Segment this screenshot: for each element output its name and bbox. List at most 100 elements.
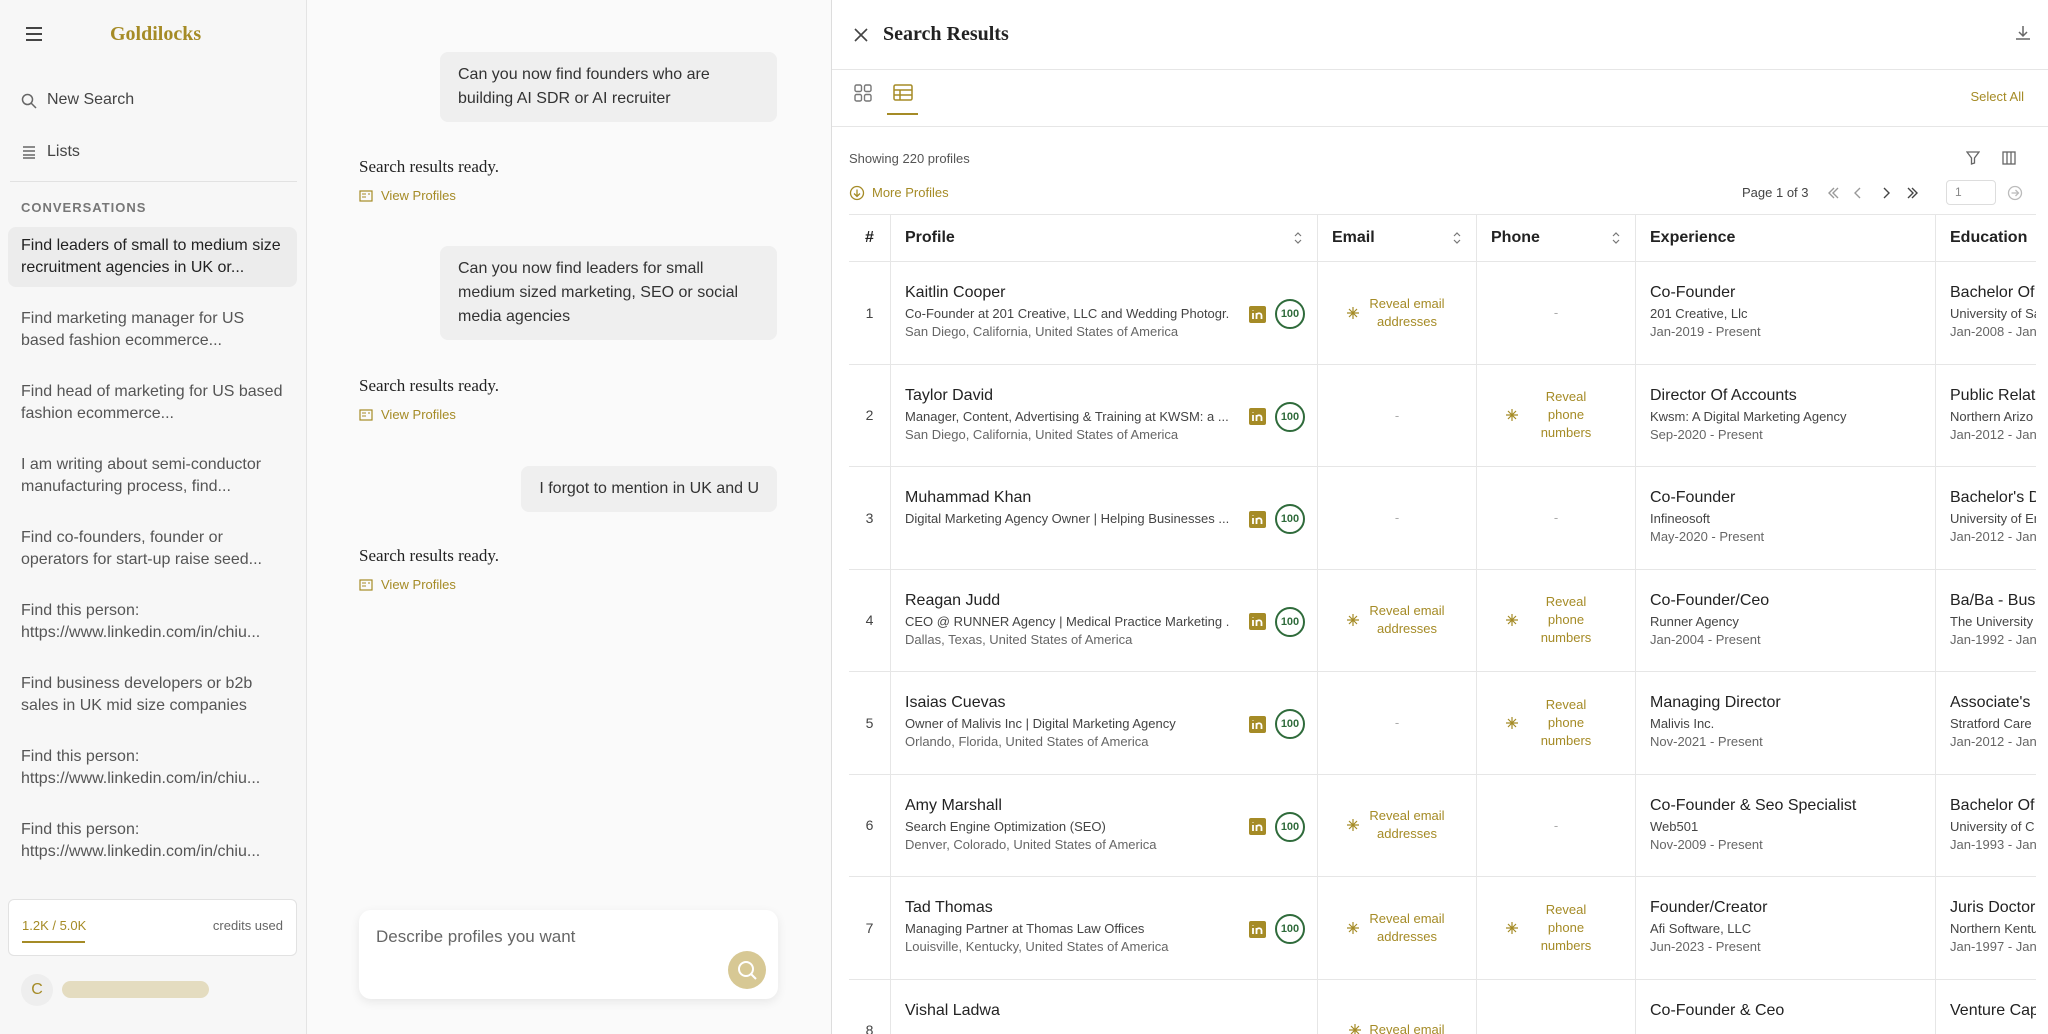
linkedin-icon-svg — [1249, 818, 1266, 835]
conversation-item[interactable]: I am writing about semi-conductor manufa… — [21, 456, 262, 495]
view-profiles-text[interactable]: View Profiles — [381, 188, 456, 203]
select-all[interactable]: Select All — [1970, 89, 2024, 104]
profile-name[interactable]: Vishal Ladwa — [905, 1001, 1000, 1019]
profile-name[interactable]: Isaias Cuevas — [905, 694, 1006, 711]
reveal-button[interactable]: Reveal email addresses — [1318, 775, 1476, 877]
column-title: Profile — [905, 229, 955, 246]
profile-headline: Digital Marketing Agency Owner | Helping… — [905, 511, 1230, 526]
reveal-text[interactable]: Reveal email addresses — [1369, 295, 1445, 329]
chat-input[interactable]: Describe profiles you want — [359, 910, 778, 999]
grid-view-tab[interactable] — [854, 84, 872, 102]
profile-location: Louisville, Kentucky, United States of A… — [905, 939, 1169, 954]
divider — [832, 69, 2048, 70]
view-profiles-link[interactable]: View Profiles — [359, 407, 456, 422]
sparkle-icon — [1347, 819, 1359, 832]
reveal-button[interactable]: Reveal email addresses — [1318, 262, 1476, 364]
go-button[interactable] — [2007, 185, 2023, 201]
profile-name[interactable]: Muhammad Khan — [905, 489, 1032, 506]
linkedin-icon — [1249, 715, 1266, 733]
view-profiles-link[interactable]: View Profiles — [359, 577, 456, 592]
columns-button[interactable] — [2002, 151, 2016, 165]
profile-cell: Tad Thomas Managing Partner at Thomas Law… — [891, 877, 1318, 979]
results-table: # Profile Email Phone Experience Education 1 Ka… — [849, 214, 2036, 1034]
reveal-text[interactable]: Reveal email — [1369, 1022, 1445, 1034]
reveal-text[interactable]: Reveal phone numbers — [1540, 389, 1592, 441]
linkedin-icon — [1249, 510, 1266, 528]
column-header[interactable]: Profile — [891, 215, 1318, 261]
view-icon-svg — [359, 408, 373, 421]
nav-new-search[interactable]: New Search — [47, 91, 135, 108]
reveal-text[interactable]: Reveal phone numbers — [1540, 594, 1592, 646]
row-number-cell: 5 — [849, 672, 891, 774]
reveal-button[interactable]: Reveal phone numbers — [1477, 365, 1635, 467]
view-profiles-link[interactable]: View Profiles — [359, 188, 456, 203]
reveal-text[interactable]: Reveal email addresses — [1369, 910, 1445, 944]
page-input[interactable]: 1 — [1946, 180, 1996, 205]
view-profiles-text[interactable]: View Profiles — [381, 577, 456, 592]
row-number-cell: 8 — [849, 979, 891, 1034]
table-view-tab[interactable] — [893, 84, 913, 101]
conversation-item[interactable]: Find leaders of small to medium size rec… — [8, 227, 297, 287]
more-profiles[interactable]: More Profiles — [872, 185, 949, 200]
education-school: University of Sa — [1950, 306, 2036, 321]
reveal-button[interactable]: Reveal email addresses — [1318, 570, 1476, 672]
reveal-text[interactable]: Reveal email addresses — [1369, 603, 1445, 637]
nav-lists[interactable]: Lists — [47, 143, 80, 160]
profile-name[interactable]: Taylor David — [905, 386, 994, 404]
table-row: 4 Reagan Judd CEO @ RUNNER Agency | Medica… — [849, 569, 2036, 672]
conversation-item[interactable]: Find this person: https://www.linkedin.c… — [21, 748, 261, 787]
table-row: 2 Taylor David Manager, Content, Advertisi… — [849, 364, 2036, 467]
education-degree: Venture Cap — [1950, 1001, 2036, 1019]
column-header[interactable]: Email — [1318, 215, 1477, 261]
user-message: Can you now find founders who are buildi… — [440, 52, 777, 122]
conversation-item[interactable]: Find this person: https://www.linkedin.c… — [21, 602, 261, 641]
column-title: Education — [1950, 229, 2028, 246]
reveal-text[interactable]: Reveal email addresses — [1369, 808, 1445, 842]
table-row: 6 Amy Marshall Search Engine Optimization … — [849, 774, 2036, 877]
profile-name[interactable]: Amy Marshall — [905, 796, 1002, 814]
chat-panel: Can you now find founders who are buildi… — [307, 0, 832, 1034]
reveal-button[interactable]: Reveal email addresses — [1318, 877, 1476, 979]
filter-button[interactable] — [1966, 151, 1980, 165]
conversation-item[interactable]: Find marketing manager for US based fash… — [21, 310, 245, 349]
avatar[interactable]: C — [21, 974, 53, 1006]
reveal-text[interactable]: Reveal phone numbers — [1540, 696, 1592, 748]
search-icon — [21, 93, 37, 109]
email-cell: Reveal email addresses — [1318, 262, 1477, 364]
profile-name[interactable]: Reagan Judd — [905, 591, 1001, 609]
profile-name[interactable]: Tad Thomas — [905, 899, 993, 916]
profile-badges: 100 — [1249, 606, 1305, 637]
sort-icon-svg — [1294, 232, 1302, 244]
reveal-button[interactable]: Reveal phone numbers — [1477, 570, 1635, 672]
row-number-cell: 3 — [849, 467, 891, 569]
pagination-arrows[interactable] — [1826, 186, 1926, 200]
assistant-message: Search results ready. — [359, 376, 500, 395]
send-button[interactable] — [728, 951, 766, 989]
profile-cell: Isaias Cuevas Owner of Malivis Inc | Digi… — [891, 672, 1318, 774]
column-header[interactable]: Phone — [1477, 215, 1636, 261]
profile-name[interactable]: Kaitlin Cooper — [905, 284, 1006, 301]
conversation-item[interactable]: Find head of marketing for US based fash… — [21, 383, 283, 422]
view-icon-svg — [359, 578, 373, 591]
close-button[interactable] — [854, 28, 868, 42]
column-title: Email — [1332, 229, 1375, 246]
row-number: 2 — [865, 407, 874, 424]
experience-dates: Sep-2020 - Present — [1650, 426, 1763, 442]
sparkle-icon-svg — [1347, 306, 1359, 319]
profile-cell: Muhammad Khan Digital Marketing Agency Ow… — [891, 467, 1318, 569]
view-icon-svg — [359, 189, 373, 202]
conversation-item[interactable]: Find business developers or b2b sales in… — [21, 675, 253, 714]
reveal-text[interactable]: Reveal phone numbers — [1540, 901, 1592, 953]
results-panel: Search Results Select All Showing 220 pr… — [832, 0, 2048, 1034]
menu-icon[interactable] — [25, 26, 43, 42]
conversation-item[interactable]: Find this person: https://www.linkedin.c… — [21, 821, 261, 860]
reveal-button[interactable]: Reveal phone numbers — [1477, 672, 1635, 774]
reveal-button[interactable]: Reveal email — [1318, 980, 1476, 1034]
reveal-button[interactable]: Reveal phone numbers — [1477, 877, 1635, 979]
download-button[interactable] — [2015, 25, 2031, 41]
education-cell: Associate's D Stratford Care Jan-2012 - Ja… — [1936, 672, 2036, 774]
match-score: 100 — [1275, 606, 1305, 637]
view-profiles-text[interactable]: View Profiles — [381, 407, 456, 422]
conversation-item[interactable]: Find co-founders, founder or operators f… — [21, 529, 262, 568]
